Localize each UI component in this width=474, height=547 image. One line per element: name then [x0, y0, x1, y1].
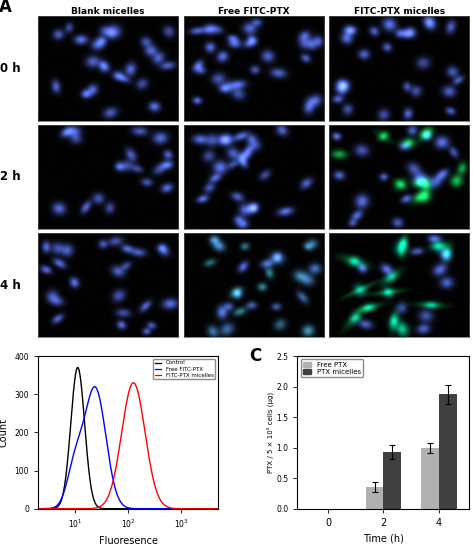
Y-axis label: 4 h: 4 h	[0, 278, 20, 292]
Text: C: C	[249, 347, 262, 365]
Bar	[421, 447, 439, 509]
Y-axis label: 2 h: 2 h	[0, 170, 20, 183]
Bar	[439, 394, 456, 509]
Text: A: A	[0, 0, 11, 16]
Legend: Free PTX, PTX micelles: Free PTX, PTX micelles	[301, 359, 363, 377]
Y-axis label: PTX / 5 × 10⁵ cells (μg): PTX / 5 × 10⁵ cells (μg)	[266, 392, 273, 473]
Title: FITC-PTX micelles: FITC-PTX micelles	[354, 7, 445, 16]
X-axis label: Time (h): Time (h)	[363, 533, 404, 543]
Title: Free FITC-PTX: Free FITC-PTX	[218, 7, 290, 16]
Title: Blank micelles: Blank micelles	[71, 7, 145, 16]
Bar	[383, 452, 401, 509]
Y-axis label: 0 h: 0 h	[0, 62, 20, 75]
X-axis label: Fluoresence: Fluoresence	[99, 536, 157, 546]
Legend: Control, Free FITC-PTX, FITC-PTX micelles: Control, Free FITC-PTX, FITC-PTX micelle…	[153, 359, 216, 380]
Y-axis label: Count: Count	[0, 418, 9, 447]
Bar	[365, 487, 383, 509]
